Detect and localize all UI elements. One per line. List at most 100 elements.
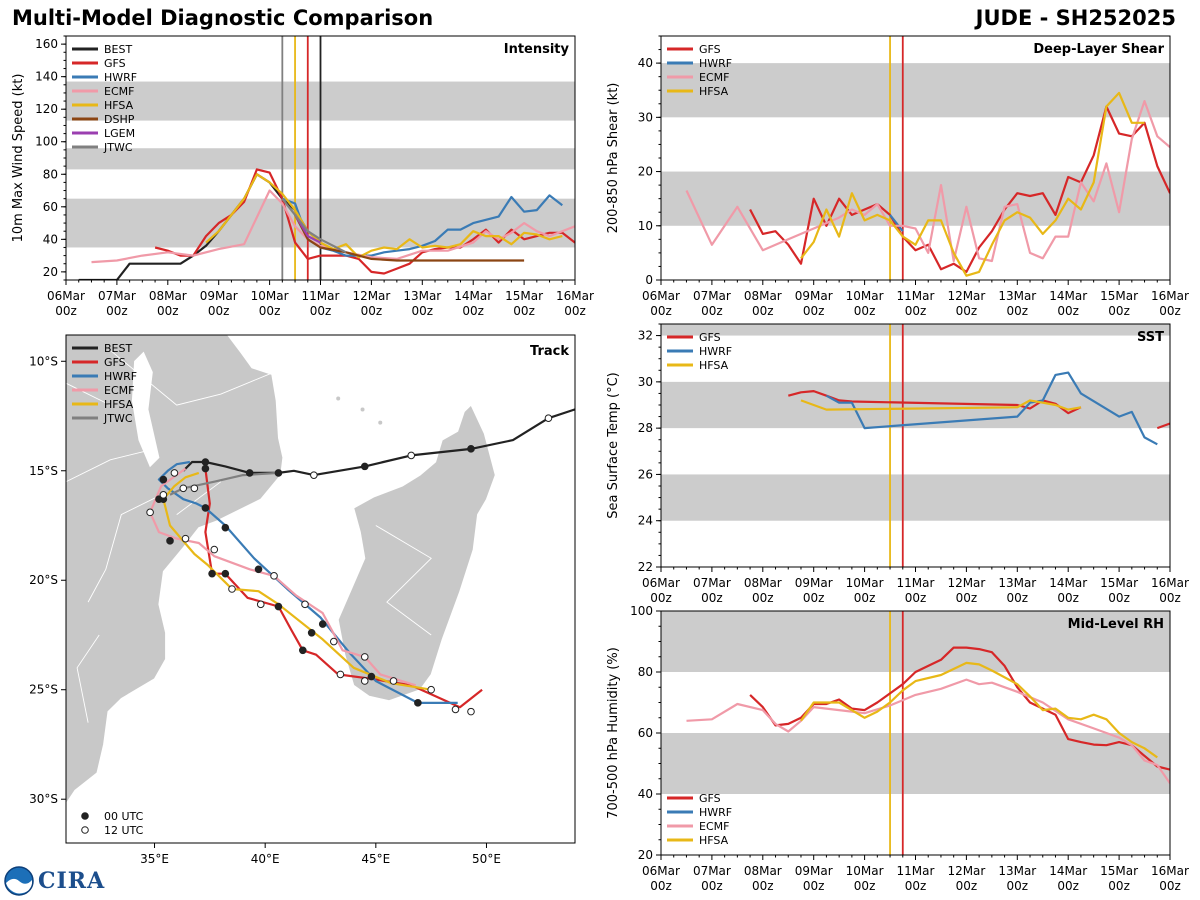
x-tick-hour: 00z: [752, 879, 774, 893]
x-tick-hour: 00z: [259, 304, 281, 318]
x-tick-date: 11Mar: [897, 289, 935, 303]
marker-legend-label: 12 UTC: [104, 824, 144, 837]
axes-frame: [65, 334, 576, 844]
x-tick-date: 13Mar: [998, 289, 1036, 303]
comoros-island: [360, 407, 365, 412]
logo-text: CIRA: [38, 868, 106, 894]
x-tick-hour: 00z: [157, 304, 179, 318]
x-tick-hour: 00z: [701, 591, 723, 605]
y-tick-label: 120: [35, 102, 58, 116]
x-tick-hour: 00z: [1057, 304, 1079, 318]
y-tick-label: 100: [35, 135, 58, 149]
series-line-hwrf: [825, 371, 1158, 446]
x-tick-date: 15Mar: [1100, 576, 1138, 590]
x-tick-date: 13Mar: [403, 289, 441, 303]
legend-label: BEST: [104, 43, 132, 56]
marker-legend-label: 00 UTC: [104, 810, 144, 823]
map-area: [66, 335, 575, 843]
y-tick-label: 32: [638, 329, 653, 343]
x-tick-hour: 00z: [513, 304, 535, 318]
track-line-hfsa: [162, 471, 432, 691]
lon-tick-label: 45°E: [361, 852, 390, 866]
legend-label: HFSA: [699, 359, 729, 372]
legend-label: BEST: [104, 342, 132, 355]
legend-label: GFS: [104, 356, 126, 369]
marker-00utc: [201, 464, 210, 473]
y-tick-label: 30: [638, 110, 653, 124]
x-tick-date: 16Mar: [556, 289, 594, 303]
marker-12utc: [407, 451, 416, 460]
marker-12utc: [329, 637, 338, 646]
x-tick-hour: 00z: [956, 304, 978, 318]
x-tick-hour: 00z: [752, 591, 774, 605]
series-line-gfs: [749, 646, 1170, 771]
country-border: [110, 349, 275, 406]
marker-00utc: [166, 537, 174, 545]
lon-tick-label: 50°E: [472, 852, 501, 866]
x-tick-date: 12Mar: [947, 289, 985, 303]
marker-12utc: [159, 491, 168, 499]
x-tick-date: 08Mar: [744, 576, 782, 590]
x-tick-hour: 00z: [1108, 591, 1130, 605]
lat-tick-label: 30°S: [29, 792, 58, 806]
marker-12utc: [336, 670, 345, 679]
marker-00utc: [208, 569, 216, 578]
x-tick-hour: 00z: [1057, 879, 1079, 893]
marker-12utc: [389, 677, 398, 685]
marker-00utc: [467, 445, 475, 453]
x-tick-date: 12Mar: [947, 864, 985, 878]
x-tick-hour: 00z: [1007, 304, 1029, 318]
y-tick-label: 40: [638, 56, 653, 70]
country-border: [76, 634, 100, 723]
legend-label: HWRF: [699, 57, 732, 70]
marker-00utc: [367, 672, 376, 681]
x-tick-hour: 00z: [905, 304, 927, 318]
legend-label: HWRF: [104, 71, 137, 84]
marker-12utc: [427, 685, 435, 694]
x-tick-hour: 00z: [956, 879, 978, 893]
x-tick-date: 10Mar: [846, 289, 884, 303]
comoros-island: [336, 396, 341, 401]
marker-legend-swatch: [81, 826, 89, 834]
x-tick-hour: 00z: [208, 304, 230, 318]
legend-label: LGEM: [104, 127, 135, 140]
x-tick-hour: 00z: [803, 304, 825, 318]
x-tick-hour: 00z: [701, 879, 723, 893]
x-tick-date: 08Mar: [744, 864, 782, 878]
x-tick-hour: 00z: [1108, 304, 1130, 318]
country-border: [66, 448, 155, 483]
legend-label: GFS: [699, 331, 721, 344]
series-line-hwrf: [889, 214, 904, 232]
series-line-hfsa: [800, 661, 1158, 759]
y-axis-label: Sea Surface Temp (°C): [606, 372, 621, 519]
panel-title: Track: [530, 344, 569, 359]
x-tick-date: 10Mar: [846, 576, 884, 590]
legend-label: ECMF: [104, 85, 134, 98]
marker-12utc: [544, 414, 553, 423]
y-tick-label: 20: [43, 265, 58, 279]
y-axis-label: 700-500 hPa Humidity (%): [606, 647, 621, 819]
axes-frame: [660, 323, 1171, 568]
x-tick-hour: 00z: [310, 304, 332, 318]
marker-00utc: [298, 646, 307, 655]
x-tick-hour: 00z: [650, 591, 672, 605]
legend-label: HFSA: [104, 99, 134, 112]
legend-label: HWRF: [104, 370, 137, 383]
y-tick-label: 100: [630, 604, 653, 618]
panel-title: SST: [1137, 330, 1164, 345]
x-tick-date: 12Mar: [352, 289, 390, 303]
marker-00utc: [318, 620, 327, 628]
shaded-band: [661, 474, 1170, 521]
series-line-ecmf: [685, 100, 1170, 263]
marker-00utc: [360, 462, 369, 471]
marker-00utc: [274, 602, 283, 611]
y-axis-label: 10m Max Wind Speed (kt): [11, 74, 26, 243]
legend-label: GFS: [699, 43, 721, 56]
marker-legend-swatch: [81, 812, 89, 820]
x-tick-date: 11Mar: [897, 864, 935, 878]
x-tick-date: 07Mar: [693, 576, 731, 590]
y-tick-label: 60: [638, 726, 653, 740]
track-line-hwrf: [157, 460, 458, 705]
lon-tick-label: 35°E: [140, 852, 169, 866]
marker-12utc: [310, 471, 318, 479]
